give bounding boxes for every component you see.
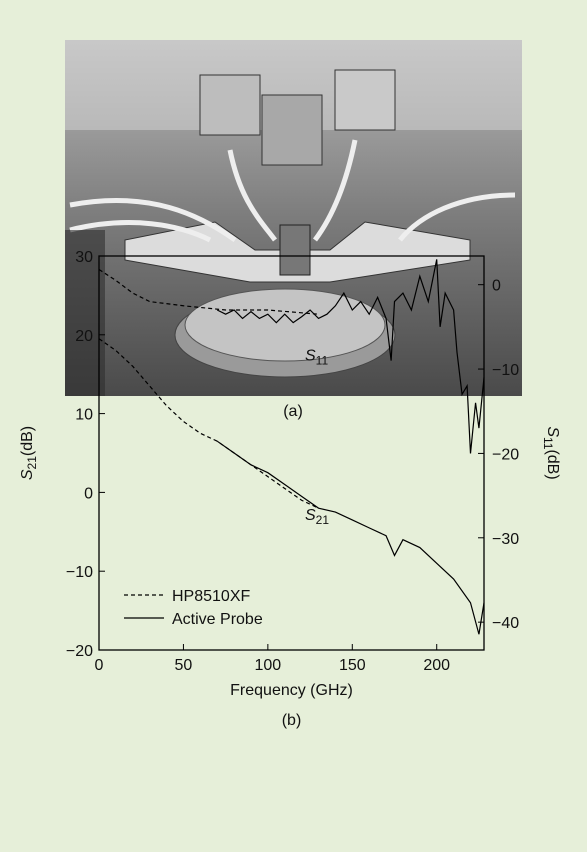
y2-axis-label: S11(dB): [541, 426, 561, 479]
x-axis-label: Frequency (GHz): [230, 682, 353, 699]
y-axis-label-subscript: 21: [25, 456, 39, 470]
y2-tick-label: 0: [492, 278, 501, 295]
y-axis-label-symbol: S: [19, 469, 36, 480]
series-line: [98, 338, 319, 509]
x-tick-label: 100: [255, 657, 282, 674]
chart: 0 50 100 150 200 −20 −10 0 10 20 30 −40 −30 −20 −10 0 Fr…: [19, 249, 561, 729]
annotation: S11: [305, 348, 328, 368]
x-tick-label: 150: [339, 657, 366, 674]
annotation-symbol: S: [305, 348, 316, 365]
y2-axis-label-symbol: S: [544, 426, 561, 437]
annotation-subscript: 21: [316, 513, 330, 527]
y2-tick-label: −40: [492, 615, 519, 632]
photo: [65, 40, 522, 396]
x-tick-label: 0: [95, 657, 104, 674]
y-tick-label: 10: [75, 407, 93, 424]
y2-tick-label: −30: [492, 531, 519, 548]
y-tick-label: −20: [66, 643, 93, 660]
y2-axis-label-unit: (dB): [544, 449, 561, 479]
x-tick-label: 200: [423, 657, 450, 674]
y-tick-label: 30: [75, 249, 93, 266]
series-line: [98, 268, 319, 315]
legend-label: Active Probe: [172, 611, 263, 628]
chart-caption: (b): [282, 712, 302, 729]
y2-axis-label-subscript: 11: [541, 437, 555, 450]
y-axis-label: S21(dB): [19, 426, 39, 480]
y2-tick-label: −20: [492, 446, 519, 463]
x-tick-label: 50: [175, 657, 193, 674]
annotation: S21: [305, 507, 329, 527]
y-axis-label-unit: (dB): [19, 426, 36, 456]
series-line: [216, 259, 485, 454]
y-tick-label: 0: [84, 485, 93, 502]
photo-caption: (a): [283, 403, 303, 420]
y-tick-label: −10: [66, 564, 93, 581]
legend-label: HP8510XF: [172, 588, 250, 605]
y-tick-label: 20: [75, 328, 93, 345]
y2-tick-label: −10: [492, 362, 519, 379]
series-line: [216, 440, 485, 635]
annotation-subscript: 11: [316, 354, 329, 368]
annotation-symbol: S: [305, 507, 316, 524]
